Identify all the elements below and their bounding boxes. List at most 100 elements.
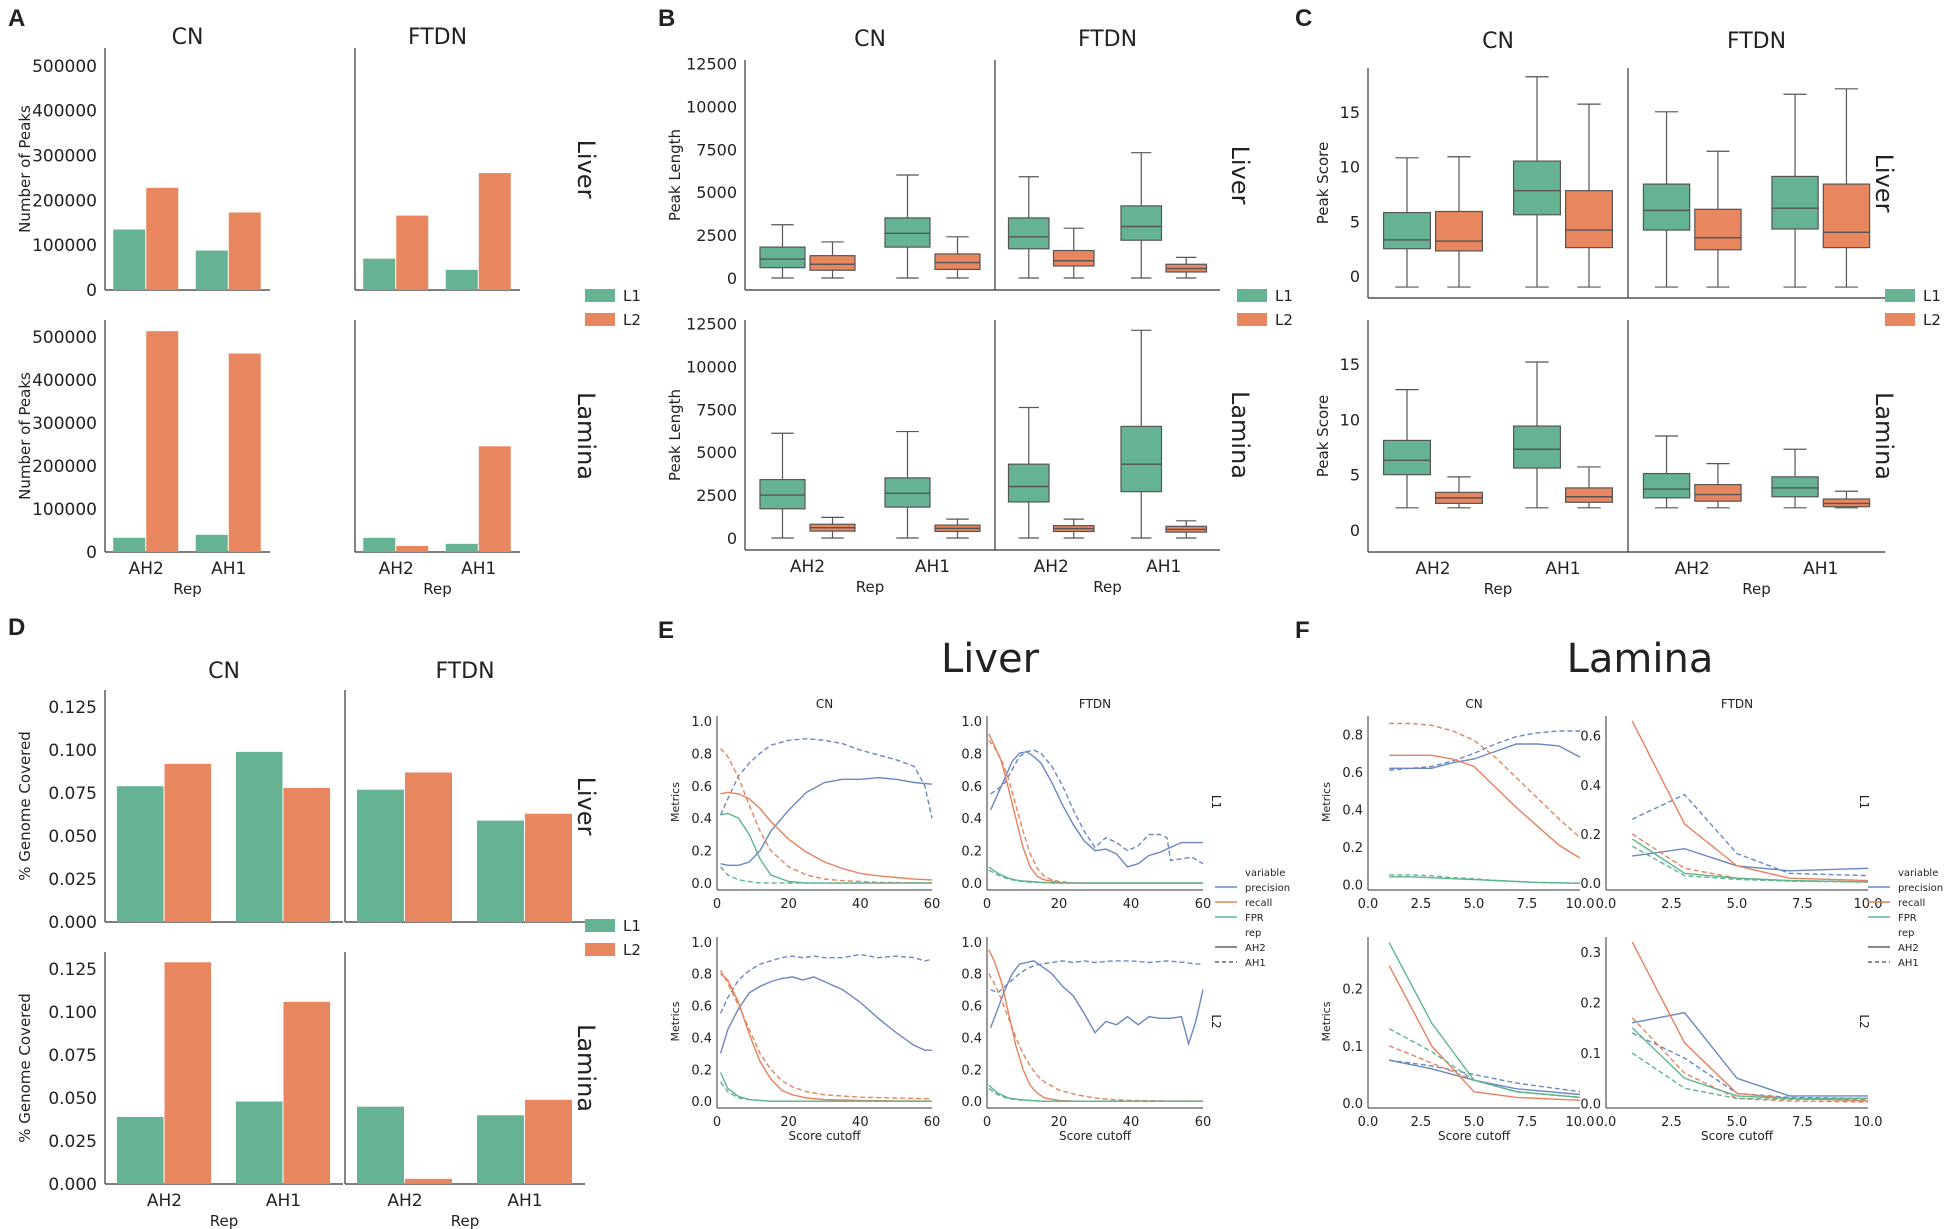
y-tick-label: 0.4	[961, 812, 982, 827]
y-axis-label: Peak Score	[1314, 395, 1332, 477]
x-tick-label: 40	[852, 897, 869, 912]
y-tick-label: 0.6	[691, 780, 712, 795]
y-tick-label: 400000	[32, 371, 97, 391]
facet-column-title: FTDN	[1721, 697, 1753, 711]
y-tick-label: 0	[727, 269, 737, 288]
series-line-precision-ah1	[1631, 1032, 1869, 1100]
y-tick-label: 0.4	[691, 812, 712, 827]
legend-swatch-l1	[585, 919, 615, 932]
y-axis-label: % Genome Covered	[16, 731, 34, 881]
series-line-precision-ah1	[719, 737, 933, 819]
bar-l1	[363, 258, 396, 290]
y-tick-label: 2500	[696, 486, 737, 505]
x-tick-label: AH2	[387, 1191, 422, 1211]
x-tick-label: AH1	[1146, 557, 1181, 577]
x-axis-label: Rep	[451, 1212, 480, 1229]
series-line-precision-ah1	[990, 749, 1204, 865]
series-line-precision-ah1	[1631, 793, 1869, 877]
y-tick-label: 0	[86, 281, 97, 301]
y-tick-label: 0.6	[961, 780, 982, 795]
bar-l2	[164, 962, 212, 1184]
x-tick-label: 60	[924, 1115, 941, 1130]
y-tick-label: 0.075	[48, 784, 97, 804]
y-tick-label: 0	[1350, 521, 1360, 540]
x-tick-label: AH1	[915, 557, 950, 577]
bar-l1	[116, 786, 164, 922]
x-tick-label: 0	[713, 1115, 721, 1130]
y-tick-label: 0.2	[1580, 828, 1601, 843]
x-tick-label: AH2	[790, 557, 825, 577]
x-tick-label: AH2	[129, 559, 164, 579]
x-tick-label: AH1	[461, 559, 496, 579]
y-tick-label: 2500	[696, 226, 737, 245]
legend-title: variable	[1245, 868, 1285, 879]
bar-l1	[477, 820, 524, 922]
legend-label: L1	[1275, 287, 1293, 305]
bar-l2	[146, 187, 179, 290]
series-line-precision-ah1	[719, 953, 933, 1014]
x-tick-label: 20	[780, 1115, 797, 1130]
x-tick-label: AH1	[266, 1191, 301, 1211]
box-l2	[1052, 249, 1095, 267]
y-tick-label: 5000	[696, 183, 737, 202]
x-tick-label: 40	[852, 1115, 869, 1130]
facet-row-label: Liver	[1870, 154, 1898, 213]
x-tick-label: 20	[1051, 1115, 1068, 1130]
y-tick-label: 0.125	[48, 960, 97, 980]
series-line-recall-ah2	[720, 973, 933, 1102]
box-l1	[884, 477, 931, 508]
legend-swatch-l1	[585, 289, 615, 302]
y-axis-label: Metrics	[1320, 782, 1333, 822]
y-tick-label: 0.8	[961, 747, 982, 762]
facet-column-title: CN	[854, 27, 886, 52]
series-line-precision-ah1	[1389, 730, 1580, 771]
bar-l2	[525, 813, 572, 922]
box-l2	[1822, 183, 1871, 249]
series-line-fpr-ah2	[988, 1084, 1203, 1102]
x-tick-label: AH1	[507, 1191, 542, 1211]
x-tick-label: 40	[1123, 1115, 1140, 1130]
series-line-recall-ah1	[1389, 722, 1581, 839]
series-line-fpr-ah1	[1631, 845, 1869, 883]
panel-title: Liver	[941, 636, 1040, 682]
x-tick-label: 0	[713, 897, 721, 912]
y-tick-label: 12500	[686, 54, 737, 73]
x-tick-label: 7.5	[1792, 897, 1813, 912]
series-line-recall-ah2	[1388, 965, 1581, 1101]
legend-swatch-l2	[585, 943, 615, 956]
x-tick-label: 2.5	[1661, 897, 1682, 912]
bar-l2	[228, 353, 261, 552]
series-line-recall-ah2	[1631, 720, 1869, 882]
box-l2	[1694, 484, 1742, 502]
x-tick-label: 0.0	[1596, 897, 1617, 912]
bar-l2	[396, 545, 429, 552]
x-tick-label: AH2	[1415, 559, 1450, 579]
x-tick-label: 60	[1195, 1115, 1212, 1130]
bar-l1	[113, 537, 146, 552]
x-tick-label: AH2	[379, 559, 414, 579]
y-tick-label: 1.0	[691, 715, 712, 730]
box-l1	[1642, 183, 1691, 231]
series-line-fpr-ah2	[1631, 838, 1869, 883]
y-tick-label: 300000	[32, 147, 97, 167]
y-tick-label: 0.6	[1580, 730, 1601, 745]
facet-row-label: Lamina	[572, 392, 600, 480]
legend-label: L1	[1923, 287, 1941, 305]
y-tick-label: 15	[1340, 355, 1360, 374]
box-l1	[1382, 439, 1431, 476]
x-tick-label: AH1	[211, 559, 246, 579]
series-line-fpr-ah1	[720, 1081, 932, 1102]
legend-swatch-l2	[1885, 313, 1915, 326]
box-l1	[1512, 160, 1561, 216]
bar-l2	[283, 1001, 331, 1184]
series-line-recall-ah2	[1389, 754, 1581, 859]
box-l2	[1564, 190, 1613, 249]
box-l2	[934, 253, 981, 271]
x-axis-label: Score cutoff	[1438, 1129, 1511, 1143]
y-tick-label: 0.0	[961, 877, 982, 892]
facet-row-label: Liver	[572, 777, 600, 836]
y-tick-label: 0.1	[1342, 1040, 1363, 1055]
box-l1	[1007, 463, 1050, 503]
bar-l1	[363, 537, 396, 552]
legend-label: recall	[1898, 898, 1925, 909]
